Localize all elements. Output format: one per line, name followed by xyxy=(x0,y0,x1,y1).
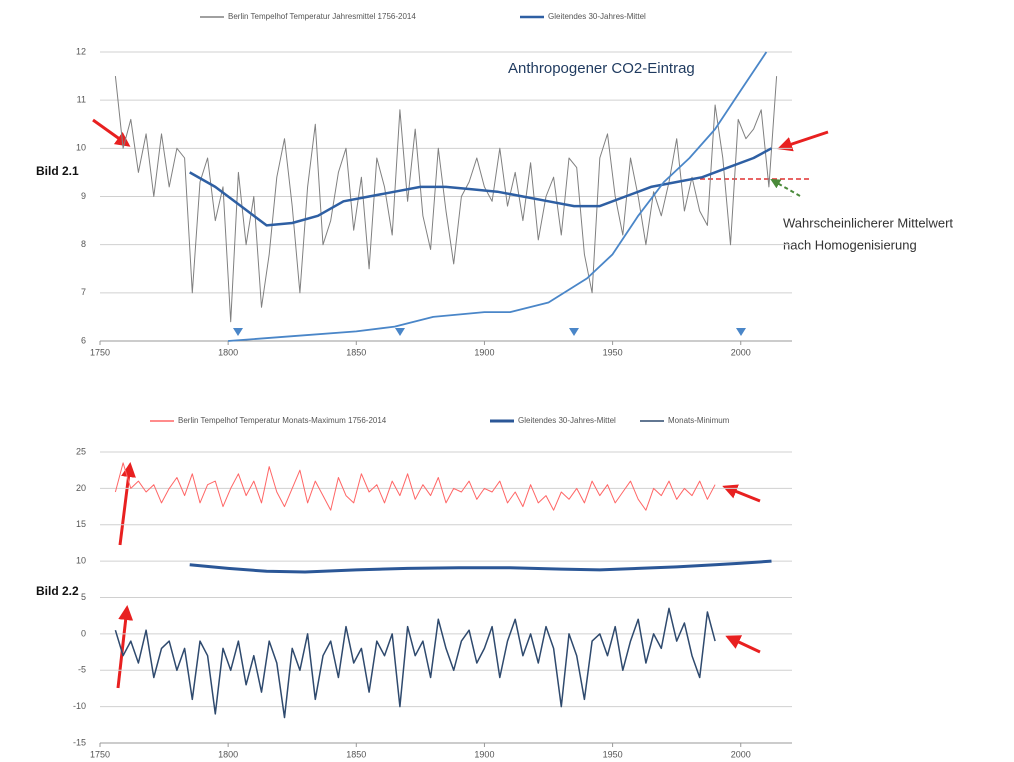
y-tick-label: 12 xyxy=(76,46,86,56)
y-tick-label: -15 xyxy=(73,737,86,747)
x-tick-label: 1850 xyxy=(346,347,366,357)
x-tick-label: 1750 xyxy=(90,347,110,357)
x-tick-label: 1750 xyxy=(90,749,110,759)
y-tick-label: 11 xyxy=(77,95,86,105)
data-line xyxy=(114,607,716,719)
x-tick-label: 1900 xyxy=(474,749,494,759)
data-line xyxy=(189,147,773,227)
figure-label: Bild 2.2 xyxy=(36,584,79,598)
x-tick-label: 2000 xyxy=(731,749,751,759)
y-tick-label: 9 xyxy=(81,191,86,201)
legend-label: Gleitendes 30-Jahres-Mittel xyxy=(518,416,616,425)
arrow xyxy=(777,130,829,152)
x-tick-label: 1850 xyxy=(346,749,366,759)
arrow xyxy=(722,484,761,503)
arrow xyxy=(118,462,136,546)
arrow xyxy=(770,179,801,197)
y-tick-label: 7 xyxy=(81,287,86,297)
legend-label: Berlin Tempelhof Temperatur Jahresmittel… xyxy=(228,12,416,21)
data-line xyxy=(189,559,772,574)
legend-label: Berlin Tempelhof Temperatur Monats-Maxim… xyxy=(178,416,387,425)
y-tick-label: 15 xyxy=(76,519,86,529)
data-line xyxy=(228,51,768,342)
y-tick-label: 0 xyxy=(81,628,86,638)
decorations xyxy=(92,118,829,689)
y-tick-label: 6 xyxy=(81,335,86,345)
y-tick-label: 8 xyxy=(81,239,86,249)
y-tick-label: 10 xyxy=(76,556,86,566)
y-tick-label: 25 xyxy=(76,446,86,456)
data-line xyxy=(114,76,778,323)
figure-label: Bild 2.1 xyxy=(36,164,79,178)
x-tick-label: 1950 xyxy=(603,347,623,357)
y-tick-label: 10 xyxy=(76,143,86,153)
y-tick-label: 20 xyxy=(76,483,86,493)
y-tick-label: 5 xyxy=(81,592,86,602)
legend-label: Monats-Minimum xyxy=(668,416,730,425)
data-line xyxy=(114,462,716,511)
annotation: Wahrscheinlicherer Mittelwert xyxy=(783,215,953,230)
annotation: nach Homogenisierung xyxy=(783,237,917,252)
x-tick-label: 1950 xyxy=(603,749,623,759)
arrow xyxy=(725,635,761,654)
y-tick-label: -5 xyxy=(78,665,86,675)
x-tick-label: 1900 xyxy=(474,347,494,357)
y-tick-label: -10 xyxy=(73,701,86,711)
legend-label: Gleitendes 30-Jahres-Mittel xyxy=(548,12,646,21)
annotation: Anthropogener CO2-Eintrag xyxy=(508,60,695,77)
x-tick-label: 1800 xyxy=(218,749,238,759)
x-tick-label: 2000 xyxy=(731,347,751,357)
arrow xyxy=(116,605,134,689)
x-tick-label: 1800 xyxy=(218,347,238,357)
